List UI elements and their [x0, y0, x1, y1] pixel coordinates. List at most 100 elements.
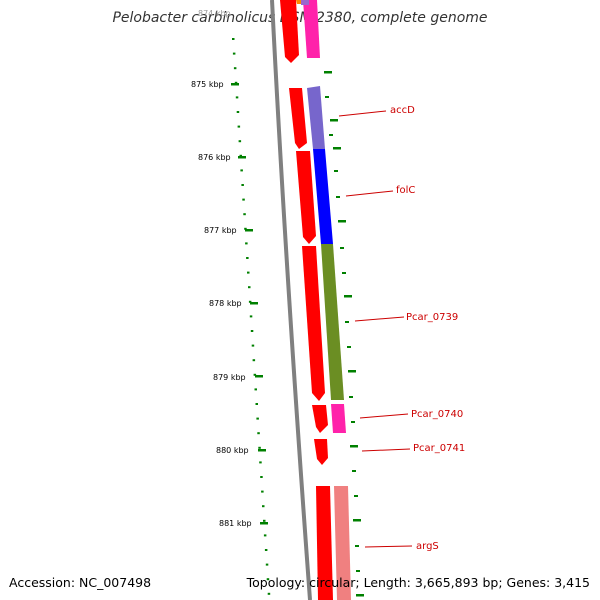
outer-minor-tick	[355, 545, 359, 547]
ruler-minor-tick	[238, 140, 242, 143]
accession-text: Accession: NC_007498	[9, 575, 152, 590]
genome-backbone	[270, 0, 312, 600]
ruler-minor-tick	[239, 154, 242, 157]
gene-label: folC	[396, 185, 415, 196]
outer-major-tick	[348, 370, 356, 373]
minor-ticks	[232, 38, 271, 595]
gene-leader-line	[345, 190, 394, 197]
cds-arrow	[314, 439, 328, 465]
ruler-label: 875 kbp	[191, 80, 224, 89]
ruler-minor-tick	[245, 242, 248, 245]
ruler-minor-tick	[252, 359, 256, 362]
major-ticks	[231, 83, 268, 525]
ruler-label: 880 kbp	[216, 446, 249, 455]
cds-arrow	[302, 246, 325, 401]
gene-label: Pcar_0741	[413, 443, 465, 454]
ruler-minor-tick	[259, 461, 262, 464]
outer-major-tick	[324, 71, 332, 74]
ruler-minor-tick	[248, 286, 251, 289]
feature-block	[334, 486, 351, 600]
ruler-minor-tick	[247, 271, 250, 274]
ruler-minor-tick	[240, 169, 243, 172]
outer-minor-tick	[342, 272, 346, 274]
ruler-label: 879 kbp	[213, 373, 246, 382]
ruler-label: 877 kbp	[204, 226, 237, 235]
ruler-minor-tick	[256, 417, 259, 420]
feature-block	[321, 244, 344, 400]
ruler-major-tick	[260, 522, 268, 525]
cds-arrow	[296, 151, 316, 244]
outer-minor-tick	[352, 470, 356, 472]
ruler-minor-tick	[236, 111, 240, 113]
ruler-minor-tick	[257, 432, 260, 435]
feature-block	[303, 0, 320, 58]
outer-minor-tick	[349, 396, 353, 398]
ruler-minor-tick	[265, 563, 269, 566]
genome-title: Pelobacter carbinolicus DSM 2380, comple…	[112, 10, 488, 26]
ruler-minor-tick	[255, 403, 258, 405]
outer-major-tick	[333, 147, 341, 150]
gene-leader-line	[338, 110, 387, 117]
ruler-minor-tick	[267, 592, 271, 595]
outer-major-tick	[356, 594, 364, 597]
cds-arrow	[312, 405, 328, 433]
ruler-minor-tick	[250, 330, 254, 332]
ruler-minor-tick	[258, 446, 261, 449]
outer-minor-tick	[354, 495, 358, 497]
feature-block	[331, 404, 346, 433]
ruler-minor-tick	[242, 198, 245, 201]
gene-label: accD	[390, 105, 415, 116]
genome-summary-text: Topology: circular; Length: 3,665,893 bp…	[246, 575, 590, 590]
ruler-minor-tick	[260, 476, 263, 478]
outer-minor-tick	[347, 346, 351, 348]
ruler-major-tick	[258, 449, 266, 452]
ruler-label: 881 kbp	[219, 519, 252, 528]
cds-arrow	[316, 486, 333, 600]
ruler-minor-tick	[249, 315, 253, 318]
ruler-minor-tick	[232, 52, 236, 55]
feature-block	[313, 149, 333, 244]
ruler-label: 878 kbp	[209, 299, 242, 308]
outer-minor-tick	[345, 321, 349, 323]
ruler-minor-tick	[251, 344, 255, 347]
ruler-minor-tick	[266, 578, 270, 581]
ruler-label-partial: 874 kbp	[198, 9, 231, 18]
ruler-minor-tick	[262, 505, 265, 508]
outer-minor-tick	[329, 134, 333, 136]
ruler-minor-tick	[248, 300, 252, 303]
ruler-minor-tick	[237, 125, 241, 128]
ruler-minor-tick	[263, 534, 267, 537]
ruler-minor-tick	[261, 490, 264, 493]
gene-leader-line	[364, 545, 413, 548]
gene-leader-line	[359, 413, 409, 419]
gene-leader-line	[361, 448, 411, 452]
ruler-minor-tick	[233, 67, 237, 70]
outer-minor-tick	[351, 421, 355, 423]
ruler-minor-tick	[232, 38, 235, 40]
ruler-major-tick	[250, 302, 258, 305]
outer-major-tick	[350, 445, 358, 448]
ruler-minor-tick	[253, 373, 257, 376]
ruler-minor-tick	[244, 227, 247, 230]
gene-label: Pcar_0740	[411, 409, 463, 420]
ruler-minor-tick	[254, 388, 257, 391]
outer-minor-tick	[340, 247, 344, 249]
cds-arrow	[280, 0, 299, 63]
outer-minor-tick	[334, 170, 338, 172]
outer-minor-tick	[356, 570, 360, 572]
outer-major-tick	[330, 119, 338, 122]
outer-major-tick	[338, 220, 346, 223]
ruler-minor-tick	[243, 213, 246, 216]
feature-block	[301, 0, 309, 5]
feature-block	[307, 86, 325, 149]
ruler-major-tick	[245, 229, 253, 232]
right-ticks	[324, 71, 364, 597]
ruler-major-tick	[255, 375, 263, 378]
ruler-minor-tick	[235, 96, 239, 99]
gene-leader-line	[354, 316, 405, 322]
gene-label: argS	[416, 541, 439, 552]
ruler-minor-tick	[241, 184, 244, 186]
gene-leaders	[338, 110, 413, 548]
ruler-label: 876 kbp	[198, 153, 231, 162]
